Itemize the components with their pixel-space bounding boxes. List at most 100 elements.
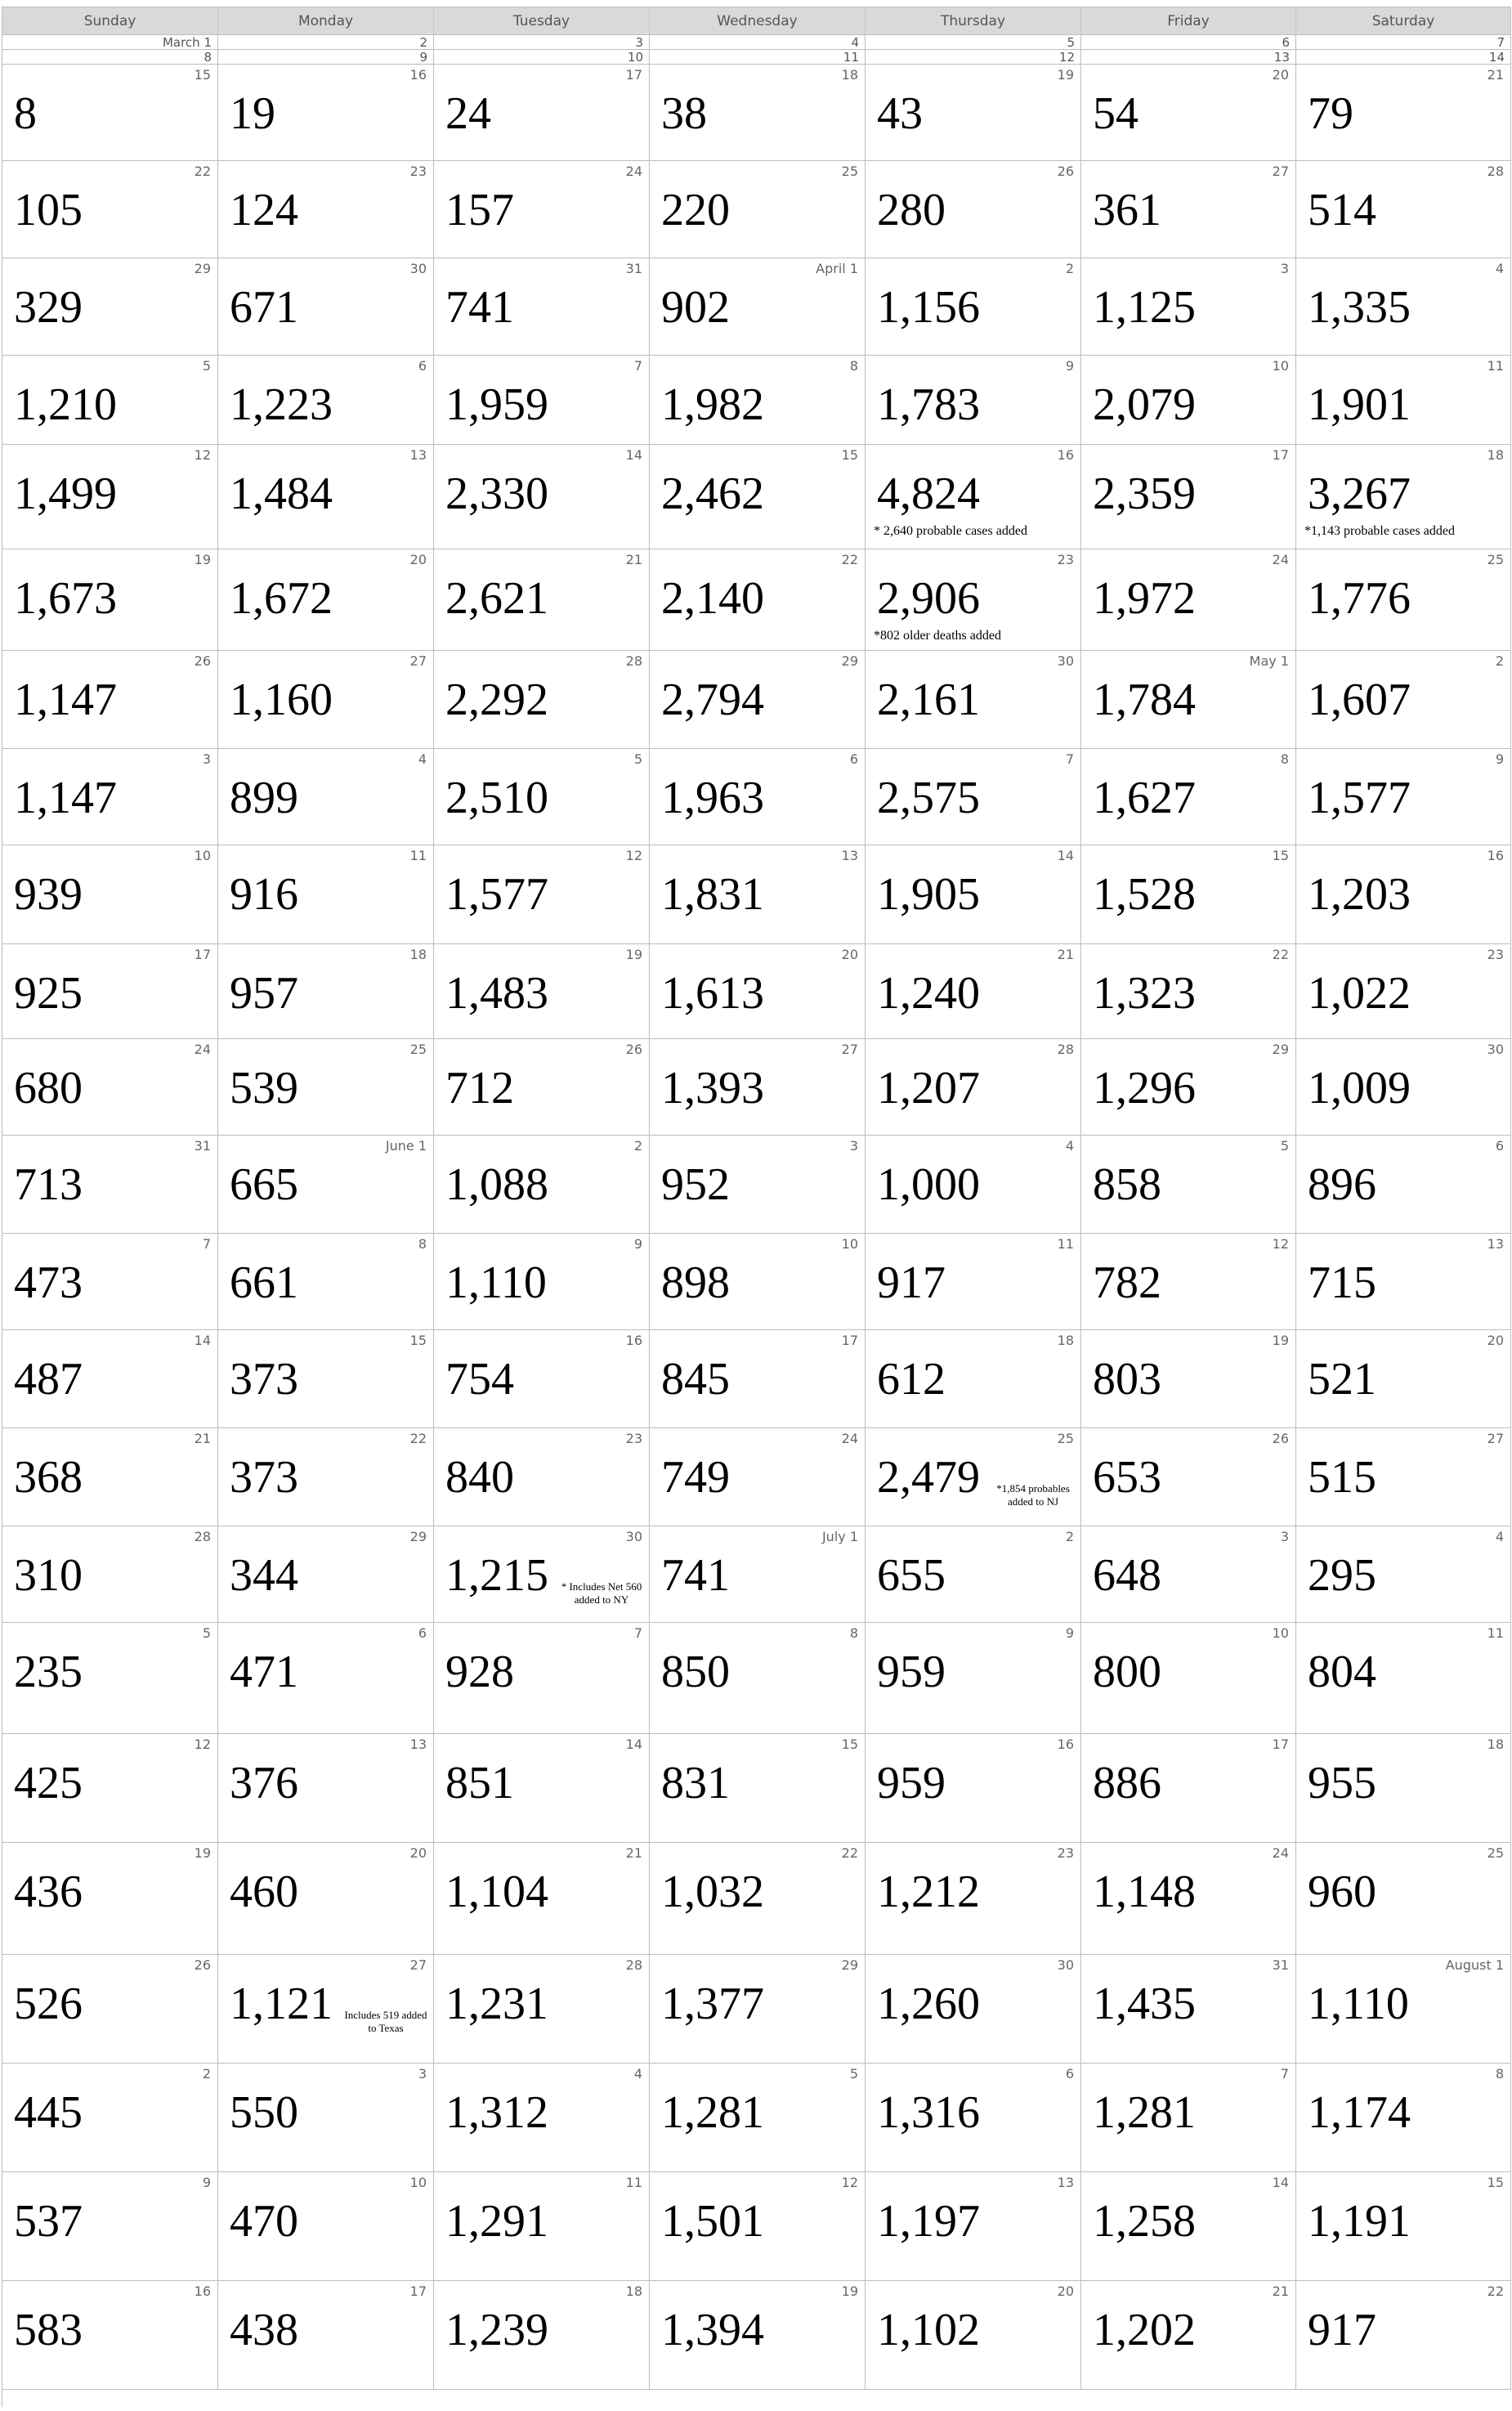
day-cell[interactable]: 5 858 (1081, 1136, 1296, 1234)
day-cell[interactable]: 20 1,672 (218, 549, 434, 651)
day-cell[interactable]: 19 1,394 (650, 2281, 866, 2390)
day-cell[interactable]: 26 280 (866, 161, 1081, 258)
day-cell[interactable]: 17 925 (2, 944, 218, 1039)
day-cell[interactable]: 8 661 (218, 1234, 434, 1330)
day-cell[interactable]: 25 539 (218, 1039, 434, 1136)
day-cell[interactable]: 11 1,901 (1296, 356, 1511, 445)
day-cell[interactable]: 20 1,613 (650, 944, 866, 1039)
day-cell[interactable]: 28 1,231 (434, 1955, 650, 2064)
day-cell[interactable]: June 1 665 (218, 1136, 434, 1234)
day-cell[interactable]: 22 2,140 (650, 549, 866, 651)
day-cell[interactable]: 30 671 (218, 258, 434, 356)
day-cell[interactable]: 7 2,575 (866, 749, 1081, 845)
day-cell[interactable]: 24 1,148 (1081, 1843, 1296, 1955)
day-cell[interactable]: 14 1,258 (1081, 2172, 1296, 2281)
day-cell[interactable]: 11 916 (218, 845, 434, 944)
day-cell[interactable]: 27 1,160 (218, 651, 434, 749)
day-cell[interactable]: 12 425 (2, 1734, 218, 1843)
day-cell[interactable]: 7 1,959 (434, 356, 650, 445)
day-cell[interactable]: 2 1,156 (866, 258, 1081, 356)
day-cell[interactable]: 16 959 (866, 1734, 1081, 1843)
day-cell[interactable]: 29 329 (2, 258, 218, 356)
day-cell[interactable]: 18 3,267 *1,143 probable cases added (1296, 445, 1511, 549)
day-cell[interactable]: 27 515 (1296, 1428, 1511, 1526)
day-cell[interactable]: 11 1,291 (434, 2172, 650, 2281)
day-cell[interactable]: 21 2,621 (434, 549, 650, 651)
day-cell[interactable]: 9 1,577 (1296, 749, 1511, 845)
day-cell[interactable]: 3 550 (218, 2064, 434, 2172)
day-cell[interactable]: 30 1,009 (1296, 1039, 1511, 1136)
day-cell[interactable]: 14 851 (434, 1734, 650, 1843)
day-cell[interactable]: 10 800 (1081, 1623, 1296, 1734)
day-cell[interactable]: 26 526 (2, 1955, 218, 2064)
day-cell[interactable]: 22 1,323 (1081, 944, 1296, 1039)
day-cell[interactable]: 16 1,203 (1296, 845, 1511, 944)
day-cell[interactable]: 29 2,794 (650, 651, 866, 749)
day-cell[interactable]: 2 1,088 (434, 1136, 650, 1234)
day-cell[interactable]: 3 648 (1081, 1526, 1296, 1623)
day-cell[interactable]: 23 2,906 *802 older deaths added (866, 549, 1081, 651)
day-cell[interactable]: 15 373 (218, 1330, 434, 1428)
day-cell[interactable]: July 1 741 (650, 1526, 866, 1623)
day-cell[interactable]: 22 373 (218, 1428, 434, 1526)
day-cell[interactable]: 8 1,982 (650, 356, 866, 445)
day-cell[interactable]: 12 1,499 (2, 445, 218, 549)
day-cell[interactable]: 31 741 (434, 258, 650, 356)
mini-day-cell[interactable]: 3 (434, 35, 650, 50)
day-cell[interactable]: 21 368 (2, 1428, 218, 1526)
day-cell[interactable]: 11 917 (866, 1234, 1081, 1330)
day-cell[interactable]: 15 8 (2, 65, 218, 161)
day-cell[interactable]: 28 310 (2, 1526, 218, 1623)
day-cell[interactable]: 7 1,281 (1081, 2064, 1296, 2172)
day-cell[interactable]: 12 782 (1081, 1234, 1296, 1330)
day-cell[interactable]: 20 54 (1081, 65, 1296, 161)
day-cell[interactable]: 17 438 (218, 2281, 434, 2390)
day-cell[interactable]: 4 1,335 (1296, 258, 1511, 356)
day-cell[interactable]: 30 2,161 (866, 651, 1081, 749)
mini-day-cell[interactable]: 12 (866, 50, 1081, 65)
day-cell[interactable]: 25 2,479 *1,854 probables added to NJ (866, 1428, 1081, 1526)
day-cell[interactable]: 25 960 (1296, 1843, 1511, 1955)
day-cell[interactable]: 20 460 (218, 1843, 434, 1955)
day-cell[interactable]: 31 713 (2, 1136, 218, 1234)
day-cell[interactable]: 5 1,210 (2, 356, 218, 445)
day-cell[interactable]: August 1 1,110 (1296, 1955, 1511, 2064)
day-cell[interactable]: 3 952 (650, 1136, 866, 1234)
day-cell[interactable]: 24 1,972 (1081, 549, 1296, 651)
day-cell[interactable]: 3 1,147 (2, 749, 218, 845)
day-cell[interactable]: 24 157 (434, 161, 650, 258)
day-cell[interactable]: 31 1,435 (1081, 1955, 1296, 2064)
day-cell[interactable]: 9 1,783 (866, 356, 1081, 445)
day-cell[interactable]: 17 24 (434, 65, 650, 161)
mini-day-cell[interactable]: 2 (218, 35, 434, 50)
day-cell[interactable]: 30 1,215 * Includes Net 560 added to NY (434, 1526, 650, 1623)
day-cell[interactable]: 4 295 (1296, 1526, 1511, 1623)
day-cell[interactable]: 21 1,202 (1081, 2281, 1296, 2390)
day-cell[interactable]: 13 1,831 (650, 845, 866, 944)
day-cell[interactable]: 10 898 (650, 1234, 866, 1330)
day-cell[interactable]: 19 1,483 (434, 944, 650, 1039)
day-cell[interactable]: 14 2,330 (434, 445, 650, 549)
day-cell[interactable]: 28 2,292 (434, 651, 650, 749)
day-cell[interactable]: 15 831 (650, 1734, 866, 1843)
day-cell[interactable]: 10 470 (218, 2172, 434, 2281)
day-cell[interactable]: 17 886 (1081, 1734, 1296, 1843)
mini-day-cell[interactable]: 9 (218, 50, 434, 65)
day-cell[interactable]: 4 899 (218, 749, 434, 845)
mini-day-cell[interactable]: 10 (434, 50, 650, 65)
mini-day-cell[interactable]: 6 (1081, 35, 1296, 50)
day-cell[interactable]: 5 235 (2, 1623, 218, 1734)
day-cell[interactable]: 28 514 (1296, 161, 1511, 258)
day-cell[interactable]: 2 445 (2, 2064, 218, 2172)
day-cell[interactable]: 5 2,510 (434, 749, 650, 845)
day-cell[interactable]: 16 19 (218, 65, 434, 161)
day-cell[interactable]: 10 939 (2, 845, 218, 944)
day-cell[interactable]: 29 344 (218, 1526, 434, 1623)
day-cell[interactable]: 24 749 (650, 1428, 866, 1526)
mini-day-cell[interactable]: 11 (650, 50, 866, 65)
mini-day-cell[interactable]: 14 (1296, 50, 1511, 65)
day-cell[interactable]: 23 840 (434, 1428, 650, 1526)
day-cell[interactable]: 9 537 (2, 2172, 218, 2281)
mini-day-cell[interactable]: 4 (650, 35, 866, 50)
day-cell[interactable]: 2 1,607 (1296, 651, 1511, 749)
